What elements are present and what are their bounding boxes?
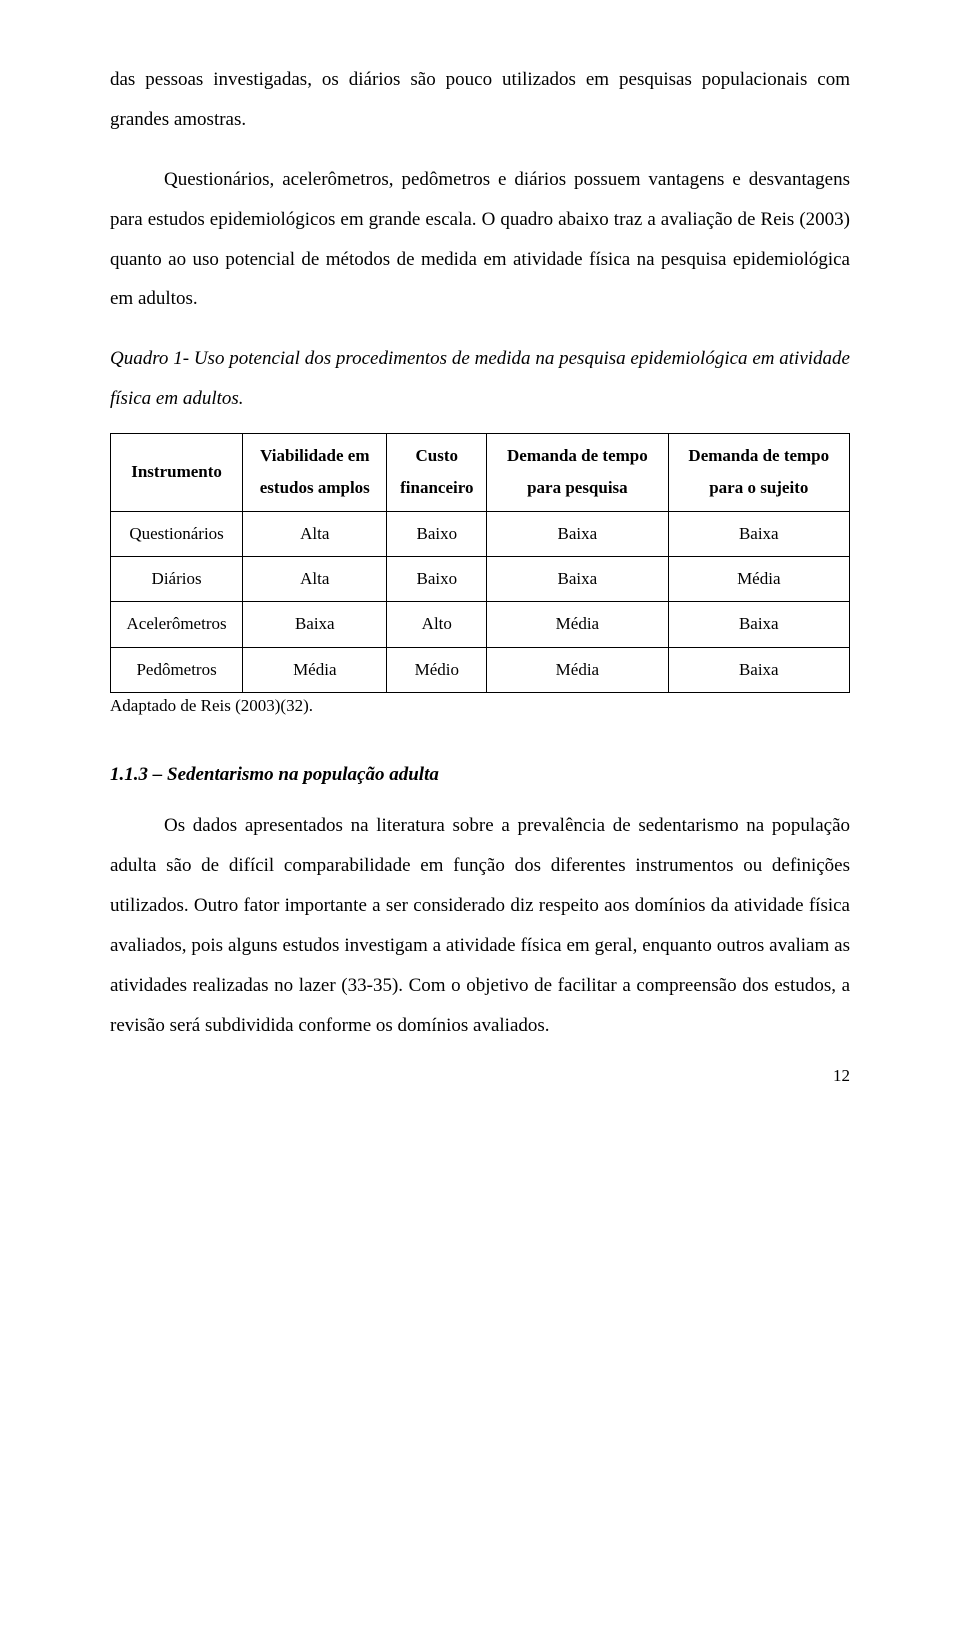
header-line: para o sujeito [709,478,808,497]
data-table: Instrumento Viabilidade em estudos amplo… [110,433,850,693]
section-heading: 1.1.3 – Sedentarismo na população adulta [110,764,850,786]
table-cell: Baixa [668,602,849,647]
table-cell: Alta [243,511,387,556]
table-header-cell: Custo financeiro [387,434,487,512]
paragraph-1: das pessoas investigadas, os diários são… [110,60,850,140]
table-cell: Diários [111,557,243,602]
table-cell: Questionários [111,511,243,556]
table-source: Adaptado de Reis (2003)(32). [110,693,850,719]
table-row: Questionários Alta Baixo Baixa Baixa [111,511,850,556]
table-cell: Baixa [668,647,849,692]
table-cell: Baixo [387,557,487,602]
header-line: Viabilidade em [260,446,369,465]
table-row: Pedômetros Média Médio Média Baixa [111,647,850,692]
table-cell: Baixa [487,557,668,602]
table-header-row: Instrumento Viabilidade em estudos amplo… [111,434,850,512]
header-line: financeiro [400,478,473,497]
table-header-cell: Demanda de tempo para pesquisa [487,434,668,512]
table-cell: Acelerômetros [111,602,243,647]
table-cell: Baixa [668,511,849,556]
table-header-cell: Demanda de tempo para o sujeito [668,434,849,512]
table-cell: Baixa [487,511,668,556]
table-row: Diários Alta Baixo Baixa Média [111,557,850,602]
table-cell: Média [487,647,668,692]
table-cell: Baixa [243,602,387,647]
table-cell: Alto [387,602,487,647]
paragraph-3: Os dados apresentados na literatura sobr… [110,806,850,1045]
table-cell: Médio [387,647,487,692]
table-header-cell: Viabilidade em estudos amplos [243,434,387,512]
header-line: estudos amplos [260,478,370,497]
header-line: para pesquisa [527,478,628,497]
page-number: 12 [110,1066,850,1086]
table-cell: Baixo [387,511,487,556]
table-row: Acelerômetros Baixa Alto Média Baixa [111,602,850,647]
header-line: Custo [416,446,459,465]
table-cell: Média [487,602,668,647]
table-caption: Quadro 1- Uso potencial dos procedimento… [110,339,850,419]
table-cell: Alta [243,557,387,602]
table-cell: Pedômetros [111,647,243,692]
table-cell: Média [668,557,849,602]
header-line: Demanda de tempo [688,446,829,465]
paragraph-2: Questionários, acelerômetros, pedômetros… [110,160,850,320]
header-line: Demanda de tempo [507,446,648,465]
table-header-cell: Instrumento [111,434,243,512]
table-cell: Média [243,647,387,692]
